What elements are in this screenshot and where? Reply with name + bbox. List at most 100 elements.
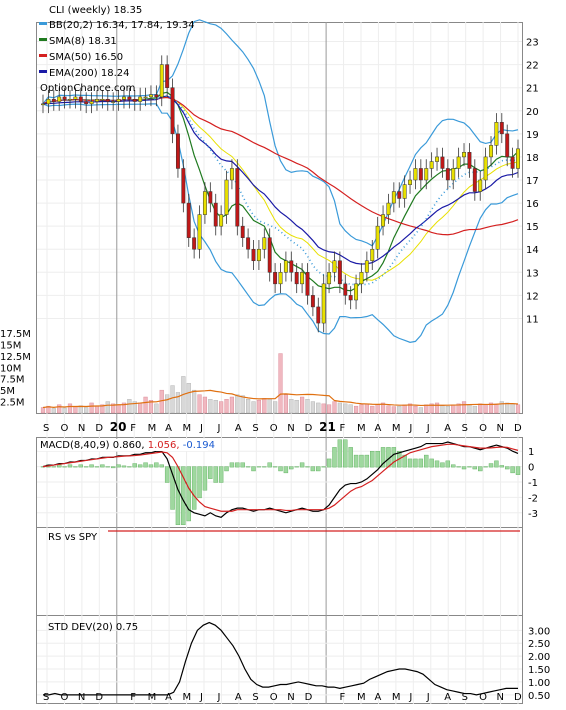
- x-tick-label: O: [270, 423, 278, 434]
- std-tick-label: 1.00: [528, 678, 550, 689]
- volume-bar: [100, 404, 105, 414]
- macd-histogram-bar: [202, 466, 208, 491]
- macd-histogram-bar: [51, 466, 56, 468]
- macd-histogram-bar: [186, 466, 191, 522]
- x-tick-label-bottom: A: [374, 692, 381, 703]
- dotted-average-line: [42, 95, 519, 286]
- macd-histogram-bar: [348, 447, 353, 468]
- macd-histogram-bar: [488, 463, 494, 468]
- volume-bar: [478, 403, 483, 414]
- volume-bar: [148, 400, 154, 414]
- price-tick-label: 13: [526, 268, 539, 279]
- volume-tick-label: 17.5M: [0, 329, 31, 340]
- rs-panel-frame: [36, 527, 523, 616]
- macd-histogram-bar: [62, 466, 67, 468]
- volume-bar: [364, 403, 369, 414]
- volume-bar: [305, 399, 310, 414]
- x-tick-label-bottom: N: [287, 692, 294, 703]
- macd-histogram-bar: [73, 466, 78, 468]
- x-tick-label: J: [199, 423, 203, 434]
- x-tick-label: O: [479, 423, 487, 434]
- volume-bar: [127, 399, 132, 414]
- macd-histogram-bar: [89, 464, 94, 468]
- candle-body: [348, 295, 353, 301]
- volume-bar: [348, 404, 353, 414]
- x-tick-label-bottom: F: [130, 692, 136, 703]
- volume-bar: [208, 399, 213, 414]
- legend-swatch-sma50: [39, 54, 47, 57]
- volume-bar: [89, 402, 94, 414]
- x-tick-label: M: [357, 423, 366, 434]
- candle-body: [197, 214, 202, 250]
- x-tick-label: A: [235, 423, 242, 434]
- legend-swatch-ema200: [39, 70, 47, 73]
- candle-body: [73, 96, 78, 100]
- x-tick-label-bottom: N: [78, 692, 85, 703]
- volume-bar: [505, 402, 510, 414]
- macd-histogram-bar: [294, 466, 299, 468]
- macd-histogram-bar: [391, 447, 397, 468]
- candle-body: [175, 133, 180, 169]
- volume-bar: [57, 404, 62, 414]
- x-tick-label: N: [287, 423, 294, 434]
- macd-histogram-bar: [510, 466, 515, 474]
- macd-histogram-bar: [105, 466, 110, 468]
- volume-bar: [40, 407, 46, 414]
- macd-histogram-bar: [440, 462, 445, 468]
- candle-body: [283, 260, 288, 273]
- macd-histogram-bar: [456, 466, 461, 468]
- macd-label-value3: -0.194: [183, 440, 215, 451]
- macd-histogram-bar: [337, 439, 343, 468]
- candle-body: [89, 101, 94, 105]
- macd-tick-label: -2: [528, 493, 538, 504]
- volume-tick-label: 7.5M: [0, 375, 25, 386]
- std-label: STD DEV(20) 0.75: [48, 622, 138, 633]
- volume-bar: [461, 401, 467, 414]
- candle-body: [332, 260, 337, 273]
- legend-ema200: EMA(200) 18.24: [49, 68, 129, 79]
- legend-sma50: SMA(50) 16.50: [49, 52, 123, 63]
- x-tick-label: D: [95, 423, 103, 434]
- candle-body: [116, 98, 121, 102]
- volume-bar: [472, 405, 477, 414]
- macd-histogram-bar: [445, 460, 451, 468]
- x-tick-label-bottom: A: [235, 692, 242, 703]
- std-tick-label: 2.50: [528, 639, 550, 650]
- macd-tick-label: 0: [528, 463, 534, 474]
- macd-histogram-bar: [94, 466, 100, 468]
- ema200-line: [42, 95, 519, 265]
- macd-histogram-bar: [197, 466, 202, 499]
- volume-bar: [451, 404, 456, 414]
- volume-bar: [240, 395, 245, 414]
- volume-bar: [370, 405, 375, 414]
- candle-body: [46, 98, 51, 105]
- bollinger-upper-line: [42, 19, 519, 247]
- macd-histogram-bar: [132, 463, 137, 468]
- candle-body: [84, 101, 89, 105]
- price-tick-label: 20: [526, 107, 539, 118]
- macd-histogram-bar: [213, 466, 218, 483]
- candle-body: [202, 191, 207, 215]
- macd-histogram-bar: [321, 466, 326, 468]
- candle-body: [219, 214, 224, 227]
- candle-body: [429, 161, 434, 169]
- macd-histogram-bar: [478, 466, 483, 472]
- volume-bar: [251, 401, 256, 414]
- candle-body: [208, 191, 213, 204]
- candle-body: [375, 225, 380, 250]
- macd-histogram-bar: [137, 464, 143, 468]
- volume-bar: [278, 353, 283, 414]
- x-tick-label: M: [392, 423, 401, 434]
- volume-bar: [289, 399, 294, 414]
- x-tick-label: M: [183, 423, 192, 434]
- macd-histogram-bar: [110, 466, 116, 469]
- candle-body: [251, 248, 256, 262]
- macd-histogram-bar: [353, 454, 359, 468]
- candle-body: [256, 248, 261, 262]
- macd-histogram-bar: [467, 466, 472, 468]
- macd-histogram-bar: [278, 466, 283, 472]
- watermark: OptionChance.com: [40, 83, 135, 94]
- candle-body: [494, 122, 499, 146]
- volume-tick-label: 15M: [0, 340, 21, 351]
- volume-bar: [418, 407, 423, 414]
